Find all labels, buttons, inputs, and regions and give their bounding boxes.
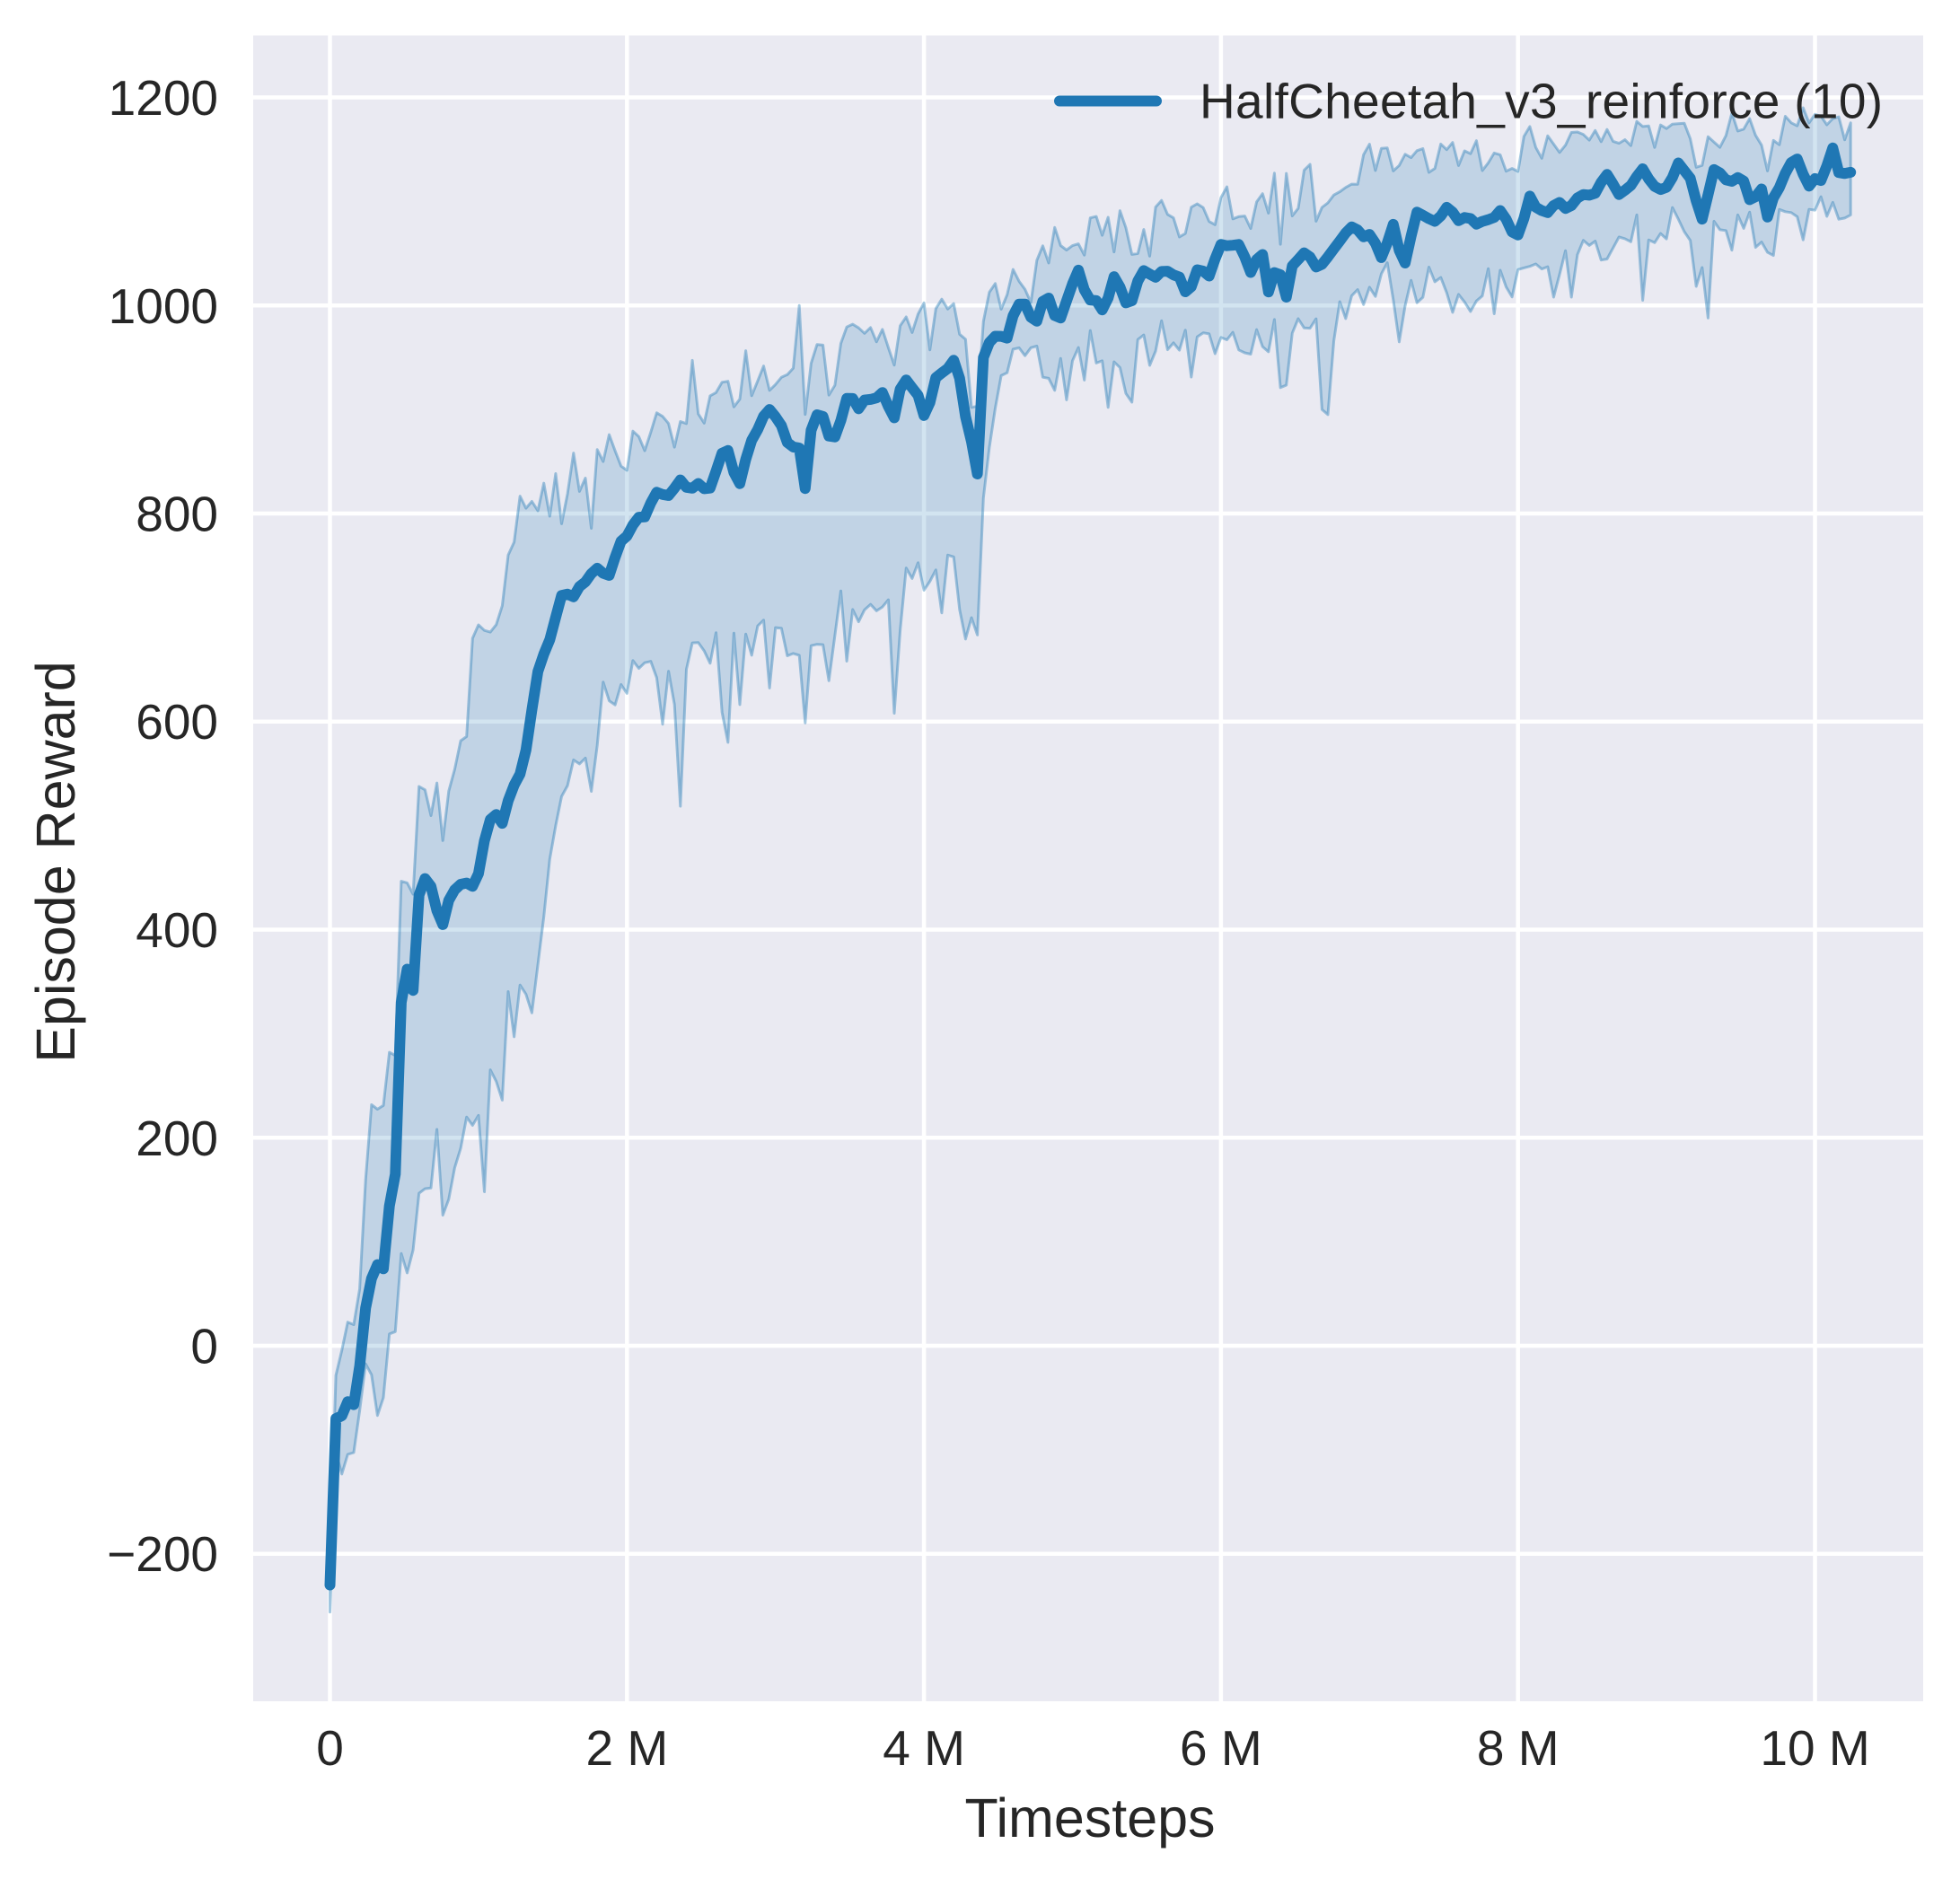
svg-text:−200: −200 — [107, 1526, 218, 1582]
svg-text:1200: 1200 — [109, 70, 218, 126]
svg-text:4 M: 4 M — [883, 1720, 965, 1776]
svg-text:200: 200 — [136, 1111, 218, 1166]
svg-text:HalfCheetah_v3_reinforce (10): HalfCheetah_v3_reinforce (10) — [1200, 74, 1883, 129]
svg-text:400: 400 — [136, 902, 218, 958]
svg-text:0: 0 — [316, 1720, 344, 1776]
svg-text:Timesteps: Timesteps — [964, 1787, 1215, 1848]
svg-text:800: 800 — [136, 487, 218, 542]
svg-text:Episode Reward: Episode Reward — [25, 661, 86, 1063]
svg-text:1000: 1000 — [109, 278, 218, 334]
svg-text:6 M: 6 M — [1180, 1720, 1262, 1776]
svg-text:2 M: 2 M — [585, 1720, 668, 1776]
svg-text:8 M: 8 M — [1477, 1720, 1560, 1776]
svg-text:10 M: 10 M — [1760, 1720, 1869, 1776]
svg-text:600: 600 — [136, 694, 218, 750]
svg-text:0: 0 — [190, 1319, 218, 1374]
